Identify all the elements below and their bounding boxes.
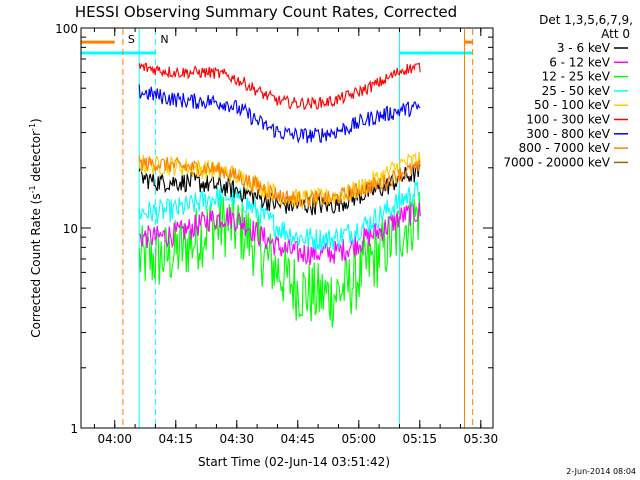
x-tick-label: 05:15 bbox=[402, 432, 437, 446]
x-tick-label: 05:30 bbox=[464, 432, 499, 446]
legend-label: 100 - 300 keV bbox=[526, 113, 610, 127]
legend-header-line-2: Att 0 bbox=[601, 27, 630, 41]
series-line bbox=[138, 62, 421, 111]
legend-label: 12 - 25 keV bbox=[542, 70, 611, 84]
chart-title: HESSI Observing Summary Count Rates, Cor… bbox=[75, 3, 457, 21]
x-tick-label: 04:45 bbox=[280, 432, 315, 446]
time-marker-label: N bbox=[160, 33, 168, 46]
y-axis-label: Corrected Count Rate (s-1 detector-1) bbox=[28, 118, 43, 337]
legend-label: 50 - 100 keV bbox=[534, 98, 611, 112]
series-line bbox=[138, 191, 421, 328]
footer-timestamp: 2-Jun-2014 08:04 bbox=[566, 467, 636, 476]
legend-label: 3 - 6 keV bbox=[557, 41, 611, 55]
x-tick-label: 04:00 bbox=[97, 432, 132, 446]
series-lines bbox=[138, 62, 421, 328]
legend-label: 800 - 7000 keV bbox=[519, 141, 611, 155]
legend-label: 300 - 800 keV bbox=[526, 127, 610, 141]
x-axis-label: Start Time (02-Jun-14 03:51:42) bbox=[198, 455, 390, 469]
series-line bbox=[138, 199, 421, 265]
series-line bbox=[138, 84, 421, 145]
x-tick-label: 04:30 bbox=[219, 432, 254, 446]
y-tick-label: 100 bbox=[55, 22, 78, 36]
series-line bbox=[138, 181, 421, 251]
axes: 04:00 04:15 04:30 04:45 05:00 05:15 05:30 1 10 10… bbox=[55, 22, 498, 446]
series-line bbox=[138, 162, 421, 216]
y-tick-label: 1 bbox=[70, 422, 78, 436]
legend-header-line-1: Det 1,3,5,6,7,9, bbox=[539, 13, 633, 27]
series-line bbox=[138, 155, 421, 209]
y-tick-label: 10 bbox=[63, 222, 78, 236]
legend-label: 25 - 50 keV bbox=[542, 84, 611, 98]
x-tick-label: 04:15 bbox=[158, 432, 193, 446]
legend-label: 6 - 12 keV bbox=[549, 55, 611, 69]
legend-label: 7000 - 20000 keV bbox=[503, 155, 610, 169]
x-tick-label: 05:00 bbox=[341, 432, 376, 446]
time-marker-label: S bbox=[128, 33, 135, 46]
marker-bars bbox=[81, 40, 473, 55]
